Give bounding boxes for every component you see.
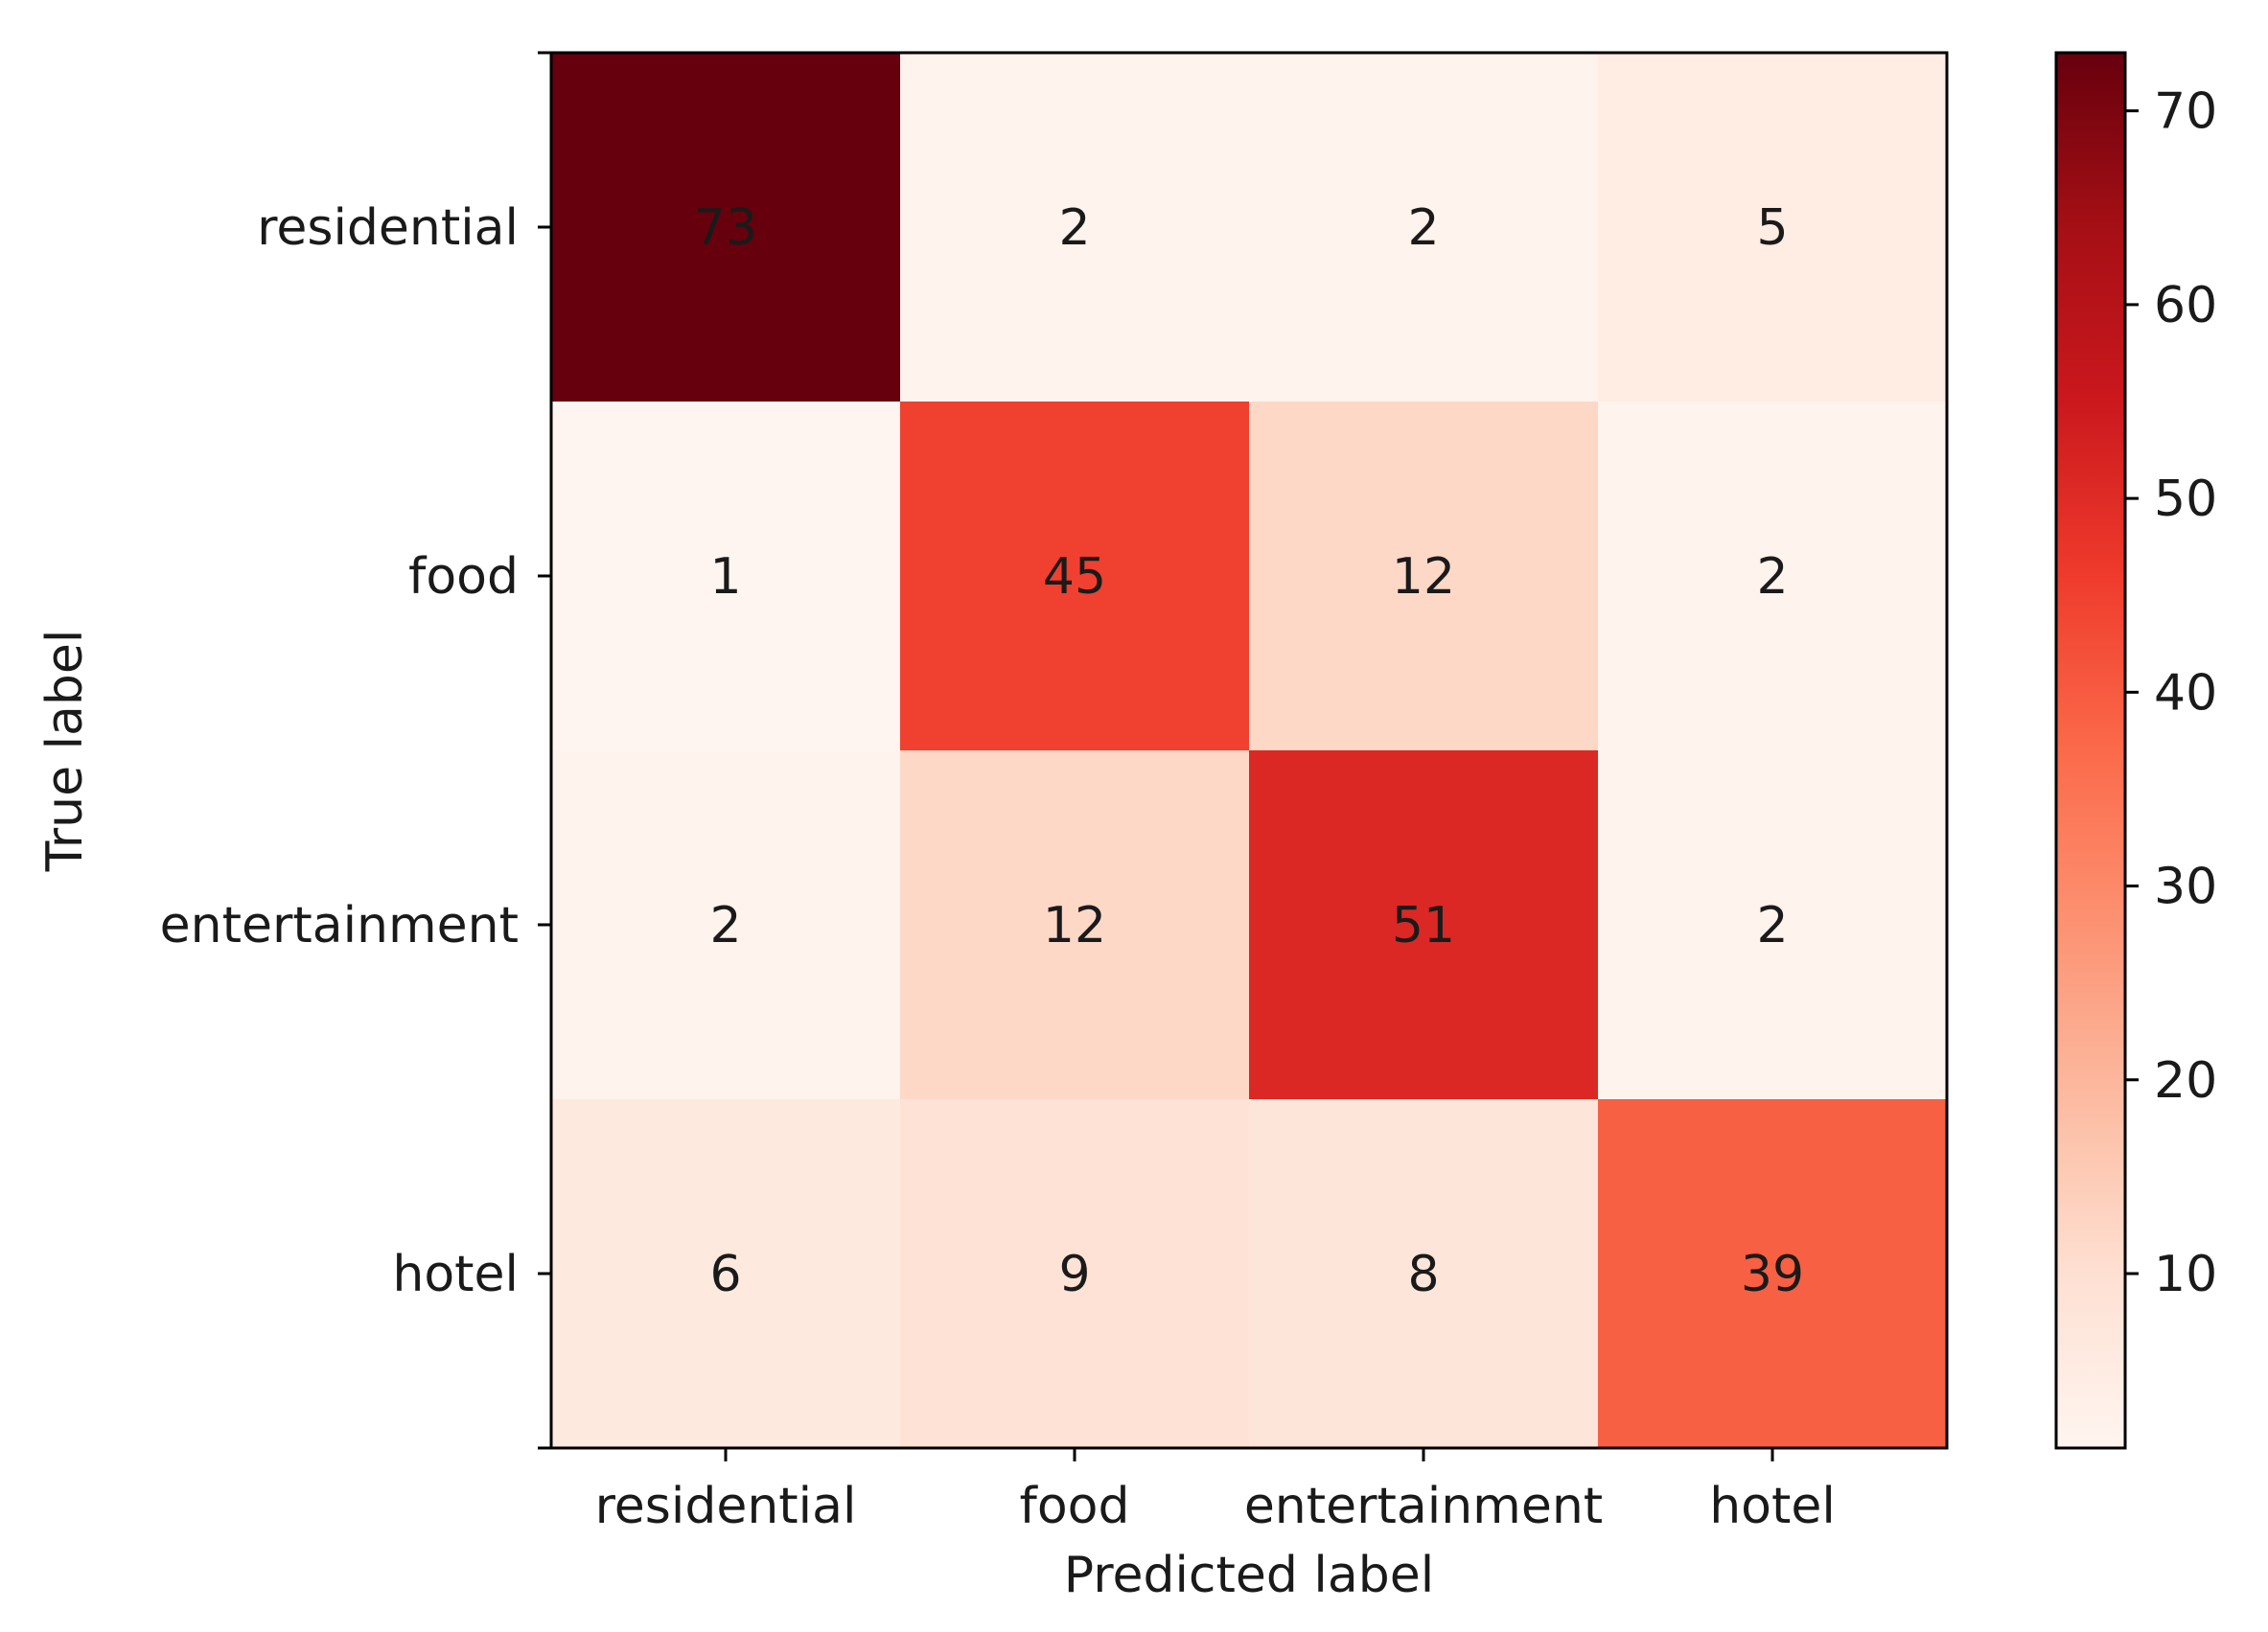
cell-value-label: 2: [1058, 199, 1090, 257]
heatmap-cell: [900, 402, 1250, 751]
heatmap-cell: [1598, 402, 1948, 751]
heatmap-cell: [1598, 1099, 1948, 1449]
heatmap-cell: [1249, 750, 1599, 1100]
heatmap-cell: [1598, 53, 1948, 402]
cell-value-label: 9: [1058, 1246, 1090, 1303]
x-axis-ticks: residential food entertainment hotel: [595, 1448, 1836, 1535]
cell-value-label: 51: [1392, 897, 1455, 954]
cell-value-labels: 73 2 2 51 45 12 22 12 51 26 9 8 39: [694, 199, 1804, 1303]
x-tick-label: hotel: [1709, 1478, 1836, 1535]
cell-value-label: 45: [1043, 548, 1106, 606]
x-axis-title: Predicted label: [1064, 1547, 1434, 1604]
cell-value-label: 2: [1756, 548, 1788, 606]
colorbar-tick-label: 30: [2154, 859, 2217, 916]
heatmap-cell: [551, 750, 901, 1100]
heatmap-cell: [1598, 750, 1948, 1100]
heatmap-cell: [551, 53, 901, 402]
y-tick-label: residential: [257, 199, 519, 257]
plot-frame: [549, 51, 1949, 1450]
heatmap-cell: [551, 402, 901, 751]
cell-value-label: 1: [709, 548, 741, 606]
heatmap-cell: [900, 1099, 1250, 1449]
cell-value-label: 2: [709, 897, 741, 954]
heatmap-cell: [1249, 1099, 1599, 1449]
colorbar-tick-label: 50: [2154, 471, 2217, 528]
heatmap-cell: [1249, 53, 1599, 402]
colorbar-ticks: 10 20 30 40 50 60 70: [2125, 83, 2217, 1303]
cell-value-label: 2: [1407, 199, 1439, 257]
heatmap-cell: [900, 53, 1250, 402]
colorbar-tick-label: 20: [2154, 1052, 2217, 1110]
colorbar-tick-label: 10: [2154, 1246, 2217, 1303]
cell-value-label: 8: [1407, 1246, 1439, 1303]
x-tick-label: entertainment: [1244, 1478, 1603, 1535]
heatmap-cells: [551, 53, 1948, 1449]
colorbar-tick-label: 40: [2154, 664, 2217, 722]
cell-value-label: 39: [1741, 1246, 1804, 1303]
colorbar-tick-label: 60: [2154, 277, 2217, 334]
cell-value-label: 6: [709, 1246, 741, 1303]
heatmap-cell: [551, 1099, 901, 1449]
colorbar-tick-label: 70: [2154, 83, 2217, 141]
heatmap-cell: [1249, 402, 1599, 751]
y-tick-label: entertainment: [160, 897, 519, 954]
cell-value-label: 12: [1043, 897, 1106, 954]
cell-value-label: 5: [1756, 199, 1788, 257]
cell-value-label: 2: [1756, 897, 1788, 954]
y-axis-title: True label: [36, 630, 94, 873]
cell-value-label: 73: [694, 199, 757, 257]
x-tick-label: food: [1020, 1478, 1130, 1535]
cell-value-label: 12: [1392, 548, 1455, 606]
y-tick-label: food: [408, 548, 519, 606]
y-tick-label: hotel: [392, 1246, 519, 1303]
heatmap-cell: [900, 750, 1250, 1100]
x-tick-label: residential: [595, 1478, 857, 1535]
y-axis-ticks: residential food entertainment hotel: [160, 51, 551, 1450]
colorbar: [2054, 51, 2127, 1450]
